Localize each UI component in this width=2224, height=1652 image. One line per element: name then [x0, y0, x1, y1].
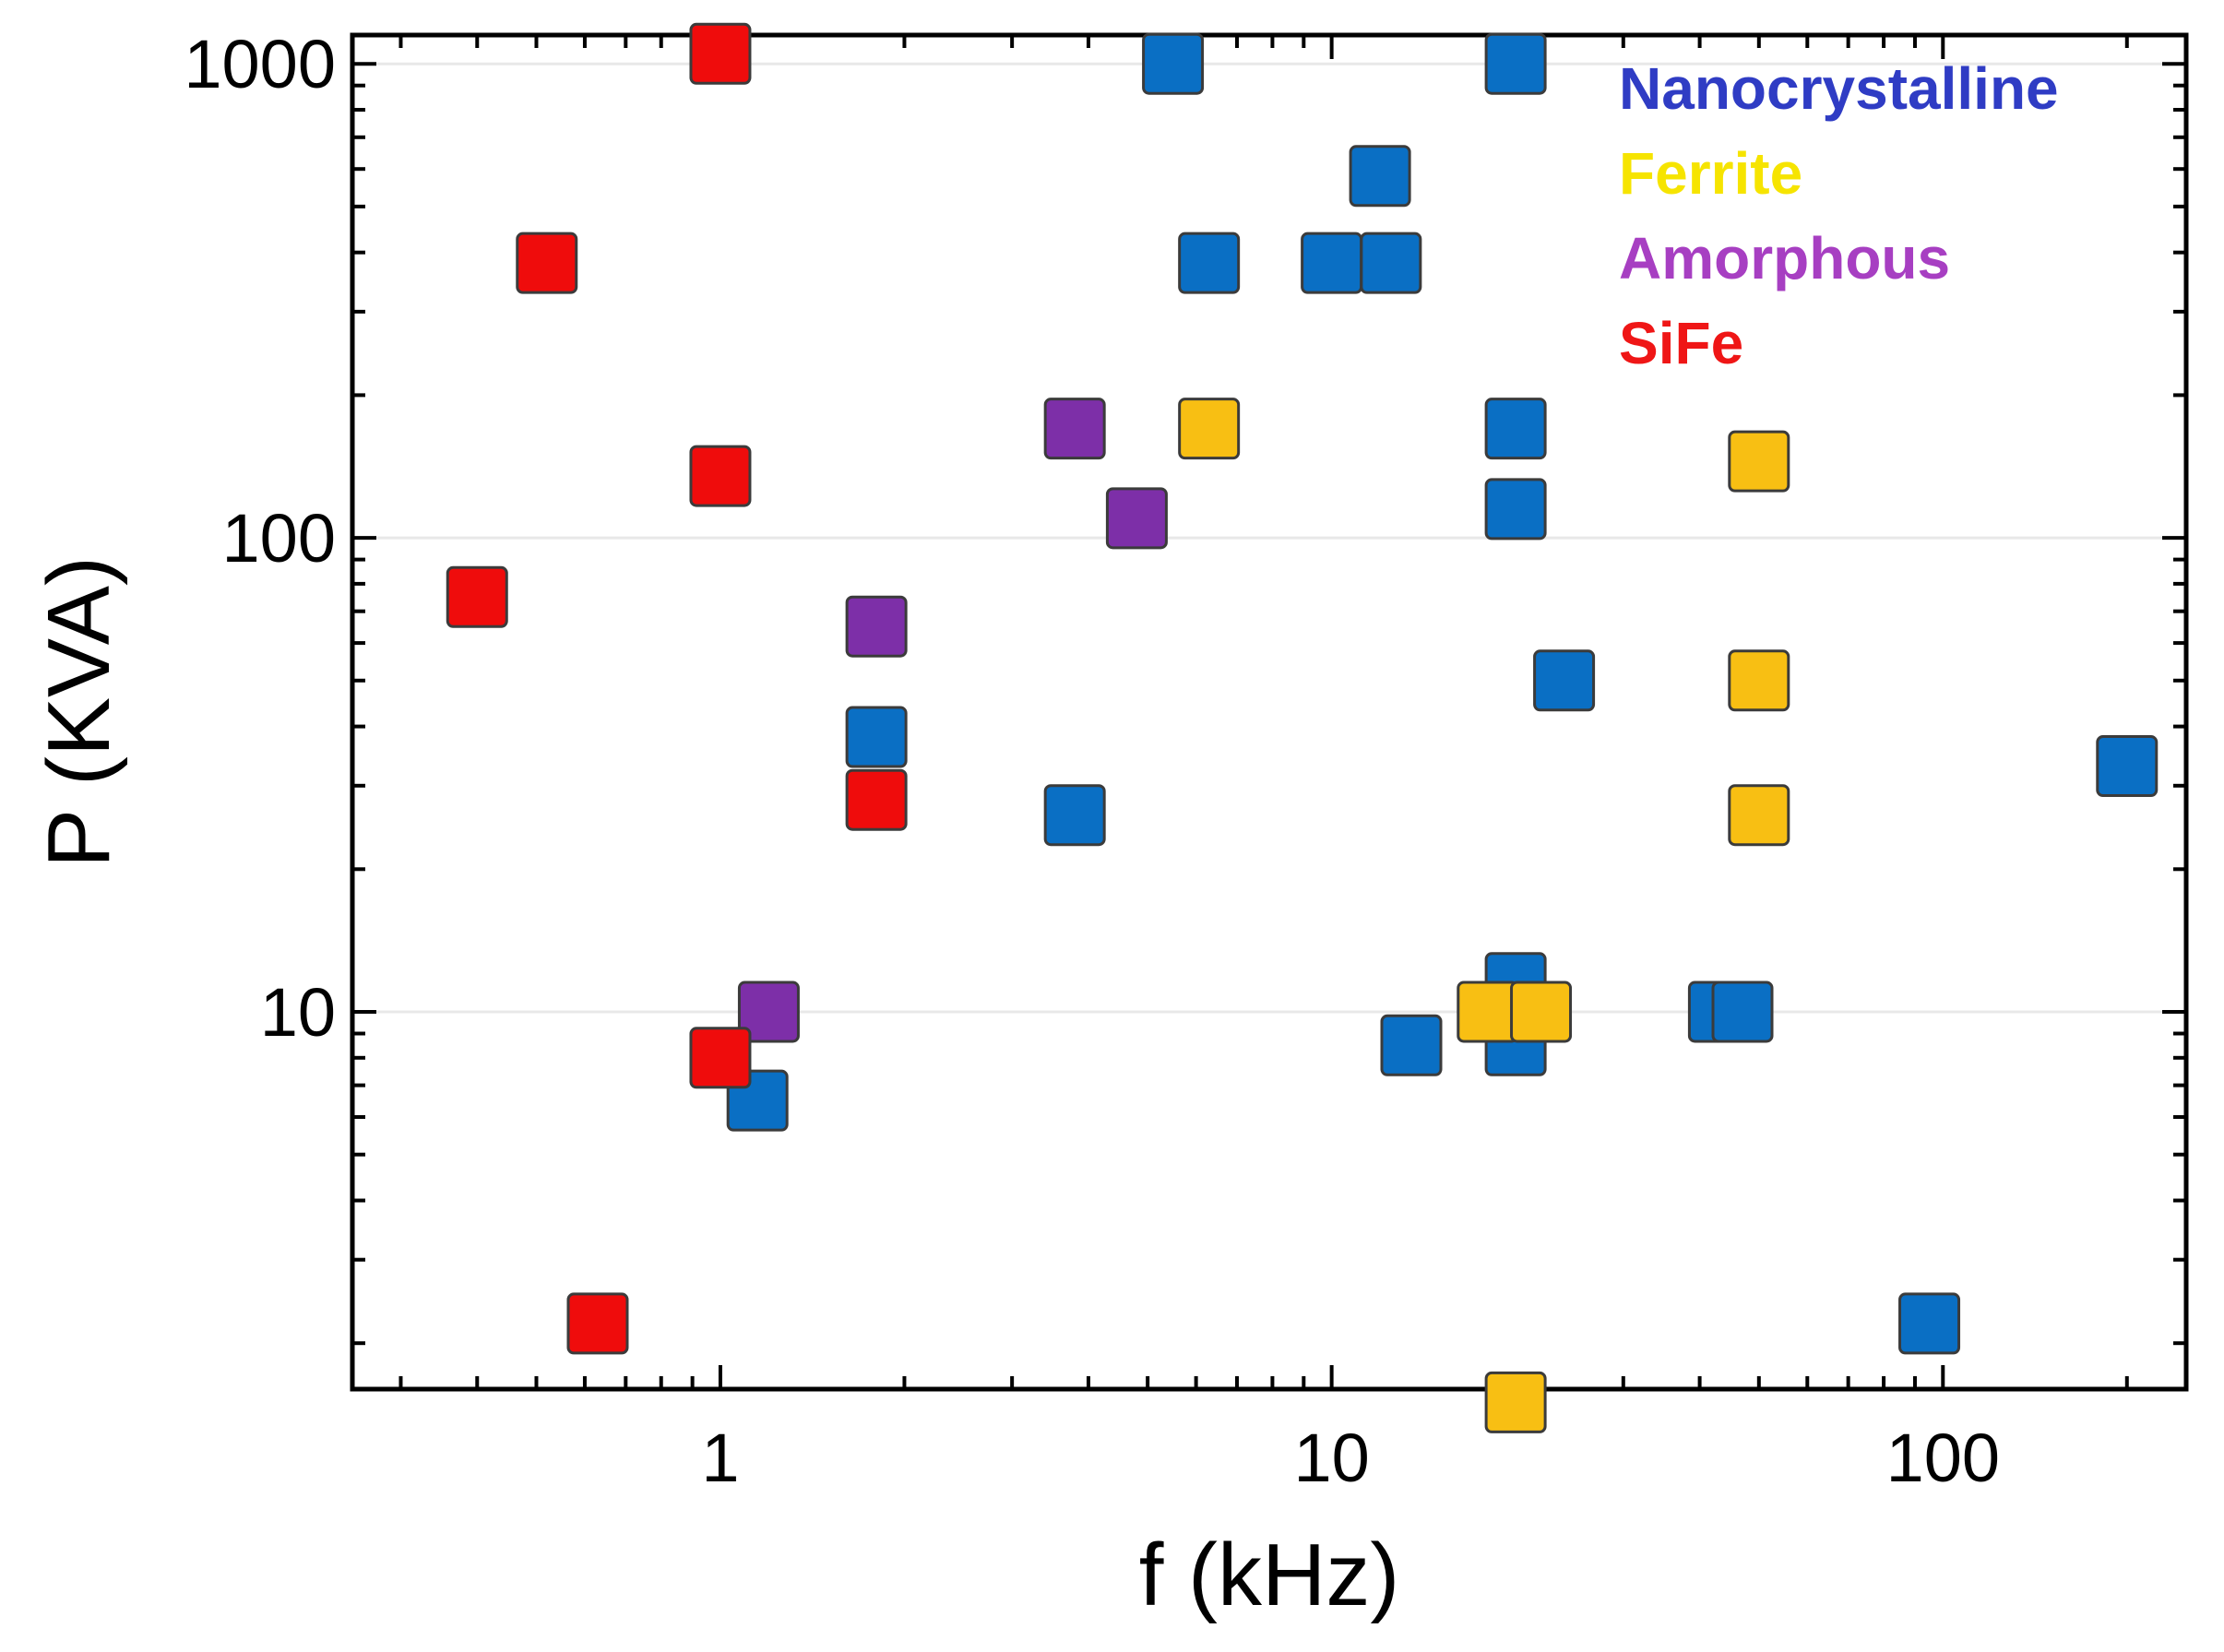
x-tick-label: 10 [1293, 1420, 1369, 1496]
nanocrystalline-point [1484, 398, 1547, 460]
y-tick-label: 100 [222, 500, 336, 576]
sife-point [689, 22, 752, 85]
plot-frame [350, 32, 2189, 1392]
grid [352, 62, 2186, 1014]
ferrite-point [1457, 981, 1519, 1043]
legend: Nanocrystalline Ferrite Amorphous SiFe [1619, 55, 2059, 376]
x-tick-label: 100 [1886, 1420, 2000, 1496]
amorphous-point [737, 981, 800, 1043]
axis-ticks: 1 10 100 10 100 1000 [184, 26, 2186, 1496]
legend-ferrite: Ferrite [1619, 140, 1802, 207]
nanocrystalline-point [1142, 32, 1205, 95]
nanocrystalline-point [1301, 232, 1363, 294]
amorphous-point [1043, 398, 1106, 460]
ferrite-point [1728, 784, 1790, 847]
data-points [446, 22, 2159, 1433]
ferrite-point [1484, 1371, 1547, 1433]
ferrite-point [1178, 398, 1241, 460]
legend-nanocrystalline: Nanocrystalline [1619, 55, 2059, 122]
legend-amorphous: Amorphous [1619, 225, 1950, 291]
x-axis-title: f (kHz) [1139, 1526, 1400, 1624]
nanocrystalline-point [1360, 232, 1422, 294]
nanocrystalline-point [1178, 232, 1241, 294]
legend-sife: SiFe [1619, 310, 1743, 376]
sife-point [516, 232, 578, 294]
nanocrystalline-point [1484, 478, 1547, 541]
nanocrystalline-point [1043, 784, 1106, 847]
nanocrystalline-point [1533, 649, 1596, 712]
sife-point [689, 1027, 752, 1089]
nanocrystalline-point [2096, 735, 2159, 798]
nanocrystalline-point [1711, 981, 1774, 1043]
nanocrystalline-point [1484, 32, 1547, 95]
ferrite-point [1510, 981, 1573, 1043]
nanocrystalline-point [1898, 1292, 1961, 1355]
ferrite-point [1728, 649, 1790, 712]
amorphous-point [1105, 487, 1168, 550]
nanocrystalline-point [1380, 1014, 1443, 1076]
ferrite-point [1728, 430, 1790, 493]
sife-point [845, 768, 908, 831]
amorphous-point [845, 595, 908, 658]
y-axis-title: P (KVA) [30, 556, 128, 868]
y-tick-label: 1000 [184, 26, 336, 102]
y-tick-label: 10 [260, 974, 336, 1051]
x-tick-label: 1 [701, 1420, 739, 1496]
nanocrystalline-point [1349, 145, 1411, 208]
sife-point [446, 565, 508, 628]
sife-point [566, 1292, 629, 1355]
nanocrystalline-point [845, 706, 908, 768]
sife-point [689, 445, 752, 507]
